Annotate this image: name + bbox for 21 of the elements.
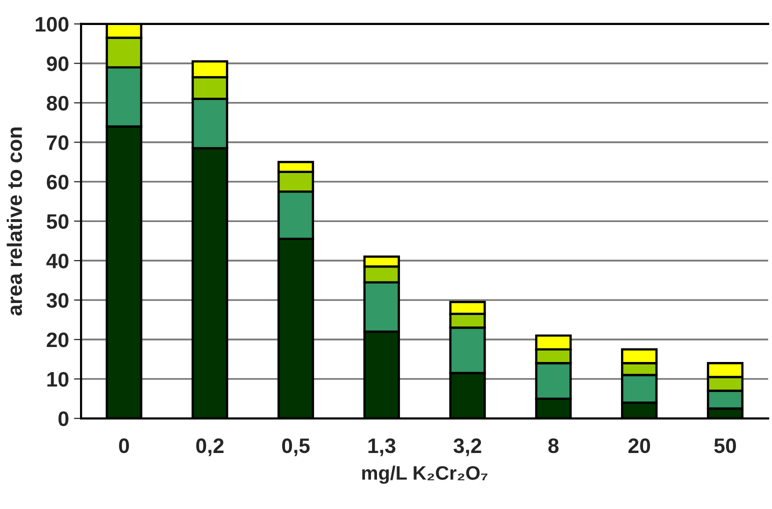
- y-tick-label: 30: [46, 293, 68, 308]
- y-tick-label: 40: [46, 254, 68, 268]
- y-tick-label: 60: [46, 174, 68, 190]
- y-tick-label: 90: [46, 56, 68, 72]
- x-axis-title: mg/L K₂Cr₂O₇: [362, 466, 488, 484]
- x-tick-label: 1,3: [368, 438, 396, 456]
- x-tick-label: 0,2: [196, 438, 224, 456]
- y-tick-label: 20: [46, 332, 68, 348]
- x-tick-label: 20: [628, 438, 650, 454]
- x-tick-label: 0: [119, 438, 129, 454]
- y-axis-title: area relative to con: [6, 127, 22, 316]
- y-tick-label: 50: [46, 214, 68, 229]
- y-tick-label: 70: [46, 135, 68, 150]
- x-tick-label: 8: [548, 438, 559, 454]
- x-tick-label: 50: [714, 438, 736, 454]
- y-tick-label: 10: [47, 372, 68, 387]
- x-tick-label: 3,2: [454, 438, 482, 456]
- x-tick-label: 0,5: [282, 438, 310, 456]
- y-tick-label: 0: [58, 411, 68, 426]
- y-tick-label: 100: [36, 16, 68, 32]
- y-tick-label: 80: [46, 96, 68, 111]
